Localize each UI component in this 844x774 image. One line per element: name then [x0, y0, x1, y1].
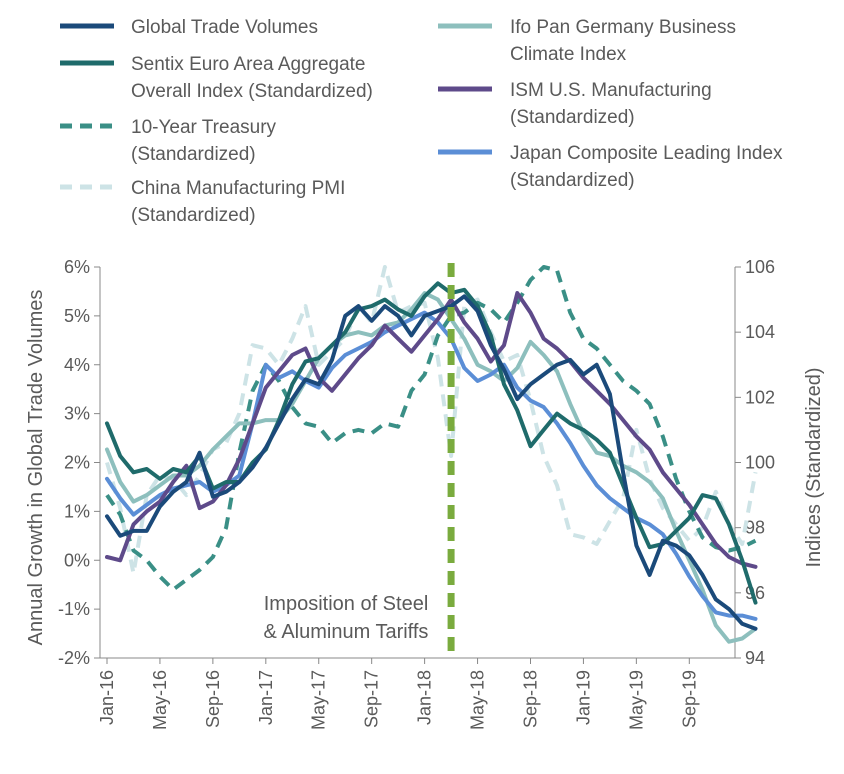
x-tick-label: Sep-17: [362, 670, 382, 728]
series-line-sentix-euro-area-aggregate-overall-index-standardized: [105, 281, 758, 605]
legend-item-ism-u-s-manufacturing-standardized: ISM U.S. Manufacturing (Standardized): [438, 80, 712, 128]
right-tick-label: 94: [745, 648, 765, 668]
left-tick-label: 3%: [64, 404, 90, 424]
right-tick-label: 98: [745, 518, 765, 538]
left-y-ticks: -2% -1% 0% 1% 2% 3% 4% 5% 6%: [58, 257, 100, 668]
x-tick-label: Sep-19: [679, 670, 699, 728]
series-lines: [105, 265, 758, 644]
left-tick-label: -1%: [58, 599, 90, 619]
legend-item-china-manufacturing-pmi-standardized: China Manufacturing PMI (Standardized): [60, 178, 345, 226]
series-line-japan-composite-leading-index-standardized: [105, 310, 758, 621]
legend-label: Japan Composite Leading Index (Standardiz…: [510, 143, 783, 191]
y-right-axis-title: Indices (Standardized): [803, 367, 825, 567]
x-tick-label: Jan-17: [256, 670, 276, 725]
legend-label: ISM U.S. Manufacturing (Standardized): [510, 80, 712, 128]
x-tick-label: Jan-16: [97, 670, 117, 725]
x-tick-label: May-17: [309, 670, 329, 730]
left-tick-label: 0%: [64, 550, 90, 570]
right-tick-label: 104: [745, 322, 775, 342]
series-line-10-year-treasury-standardized: [105, 265, 757, 592]
x-tick-label: May-16: [150, 670, 170, 730]
right-tick-label: 100: [745, 453, 775, 473]
legend-label: 10-Year Treasury (Standardized): [131, 117, 277, 165]
legend-item-japan-composite-leading-index-standardized: Japan Composite Leading Index (Standardiz…: [438, 143, 783, 191]
right-tick-label: 102: [745, 387, 775, 407]
left-tick-label: 6%: [64, 257, 90, 277]
x-ticks: Jan-16 May-16 Sep-16 Jan-17 May-17 Sep-17 Jan-…: [97, 658, 699, 730]
legend-item-10-year-treasury-standardized: 10-Year Treasury (Standardized): [60, 117, 277, 165]
y-left-axis-title: Annual Growth in Global Trade Volumes: [25, 290, 47, 646]
series-line-ism-u-s-manufacturing-standardized: [105, 291, 758, 569]
legend-label: Sentix Euro Area Aggregate Overall Index …: [131, 54, 373, 102]
x-tick-label: May-19: [626, 670, 646, 730]
left-tick-label: 4%: [64, 355, 90, 375]
legend: Global Trade Volumes Sentix Euro Area Agg…: [60, 17, 783, 226]
legend-item-sentix-euro-area-aggregate-overall-index-standardized: Sentix Euro Area Aggregate Overall Index …: [60, 54, 373, 102]
left-tick-label: 2%: [64, 453, 90, 473]
x-tick-label: Sep-16: [203, 670, 223, 728]
legend-label: China Manufacturing PMI (Standardized): [131, 178, 345, 226]
legend-item-ifo-pan-germany-business-climate-index: Ifo Pan Germany Business Climate Index: [438, 17, 736, 65]
x-tick-label: Jan-19: [573, 670, 593, 725]
left-tick-label: 1%: [64, 501, 90, 521]
x-tick-label: Sep-18: [520, 670, 540, 728]
x-tick-label: May-18: [468, 670, 488, 730]
annotation-line-1: Imposition of Steel: [264, 593, 429, 615]
series-line-global-trade-volumes: [105, 294, 758, 631]
series-line-ifo-pan-germany-business-climate-index: [105, 291, 758, 644]
legend-item-global-trade-volumes: Global Trade Volumes: [60, 17, 318, 38]
annotation-line-2: & Aluminum Tariffs: [264, 621, 429, 643]
x-tick-label: Jan-18: [415, 670, 435, 725]
left-tick-label: 5%: [64, 306, 90, 326]
left-tick-label: -2%: [58, 648, 90, 668]
right-tick-label: 106: [745, 257, 775, 277]
legend-label: Global Trade Volumes: [131, 17, 318, 38]
plot-area: -2%-1%0%1%2%3%4%5%6% 949698100102104106 …: [58, 257, 775, 730]
legend-label: Ifo Pan Germany Business Climate Index: [510, 17, 736, 65]
